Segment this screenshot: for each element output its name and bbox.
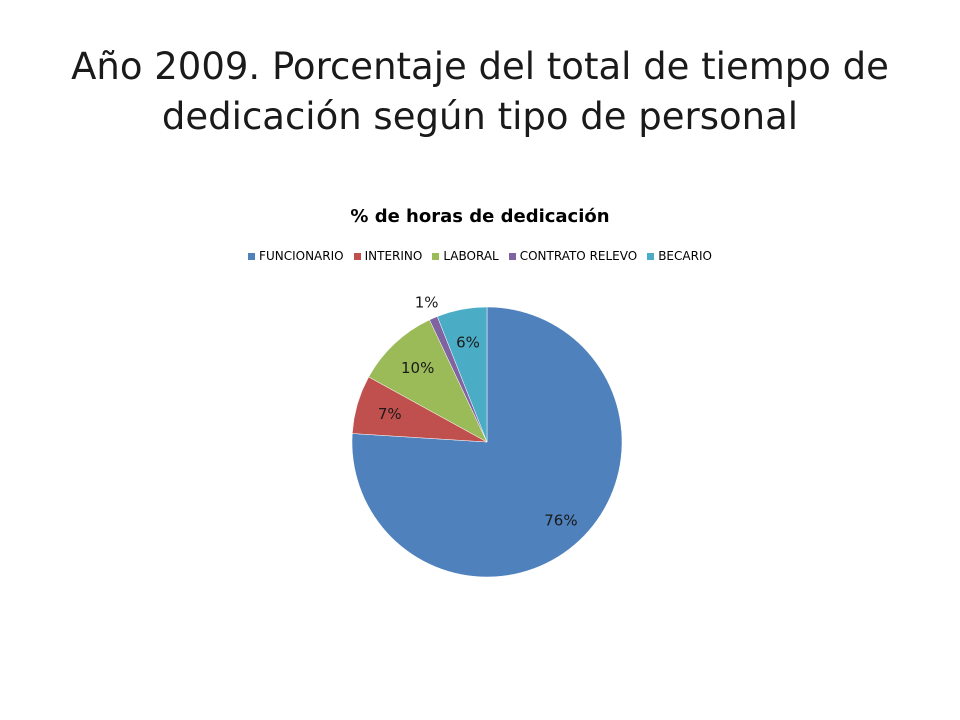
legend-label-funcionario: FUNCIONARIO — [259, 249, 344, 263]
legend-item-contrato-relevo: CONTRATO RELEVO — [508, 249, 638, 263]
legend-item-interino: INTERINO — [353, 249, 423, 263]
legend-label-becario: BECARIO — [658, 249, 712, 263]
legend-item-becario: BECARIO — [647, 249, 712, 263]
pie-slices — [351, 306, 623, 578]
pie-slice-laboral — [368, 319, 488, 443]
data-label-interino: 7% — [378, 405, 402, 423]
legend-item-laboral: LABORAL — [432, 249, 499, 263]
slide-title: Año 2009. Porcentaje del total de tiempo… — [60, 42, 900, 142]
slide-title-line-2: dedicación según tipo de personal — [161, 95, 799, 138]
data-label-contrato-relevo: 1% — [415, 294, 439, 312]
chart-title: % de horas de dedicación — [350, 206, 610, 227]
chart-legend: FUNCIONARIO INTERINO LABORAL CONTRATO RE… — [200, 249, 760, 263]
data-label-laboral: 10% — [401, 359, 434, 377]
data-label-funcionario: 76% — [544, 512, 577, 530]
legend-swatch-becario — [647, 252, 655, 260]
legend-label-laboral: LABORAL — [443, 249, 499, 263]
legend-label-interino: INTERINO — [364, 249, 423, 263]
legend-swatch-contrato-relevo — [508, 252, 516, 260]
legend-swatch-funcionario — [248, 252, 256, 260]
legend-item-funcionario: FUNCIONARIO — [248, 249, 344, 263]
legend-label-contrato-relevo: CONTRATO RELEVO — [519, 249, 638, 263]
pie-labels: 76% 7% 10% 1% 6% — [378, 294, 578, 530]
pie-slice-becario — [436, 306, 488, 443]
slide-title-line-1: Año 2009. Porcentaje del total de tiempo… — [71, 45, 889, 88]
data-label-becario: 6% — [456, 334, 480, 352]
legend-swatch-interino — [353, 252, 361, 260]
legend-swatch-laboral — [432, 252, 440, 260]
